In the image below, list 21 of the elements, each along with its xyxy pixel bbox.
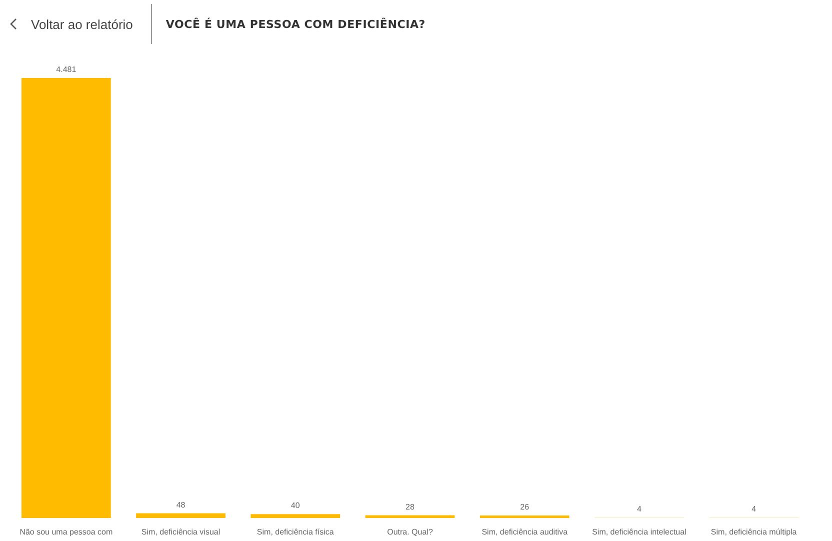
bar: [365, 515, 455, 518]
data-label: 4: [752, 504, 757, 514]
x-tick-label: Não sou uma pessoa com: [20, 528, 113, 536]
data-label: 48: [176, 500, 186, 510]
text: Voltar ao relatório: [31, 16, 133, 32]
x-tick-label: Sim, deficiência múltipla: [710, 528, 798, 536]
data-label: 28: [406, 502, 415, 512]
x-tick-label: Sim, deficiência física: [256, 528, 334, 536]
data-label: 4.481: [56, 65, 77, 74]
bar: [250, 514, 340, 518]
x-tick-label: Outra. Qual?: [387, 528, 434, 536]
x-tick-label: Sim, deficiência auditiva: [482, 528, 568, 536]
bar: [21, 78, 111, 518]
bar: [136, 513, 226, 518]
x-tick-label: Sim, deficiência intelectual: [592, 528, 687, 536]
data-label: 4: [637, 504, 642, 514]
data-label: 40: [290, 501, 300, 510]
data-label: 26: [520, 502, 530, 512]
x-tick-label: Sim, deficiência visual: [141, 528, 220, 536]
bar: [480, 515, 570, 518]
chart-title: VOCÊ É UMA PESSOA COM DEFICIÊNCIA?: [164, 18, 426, 30]
